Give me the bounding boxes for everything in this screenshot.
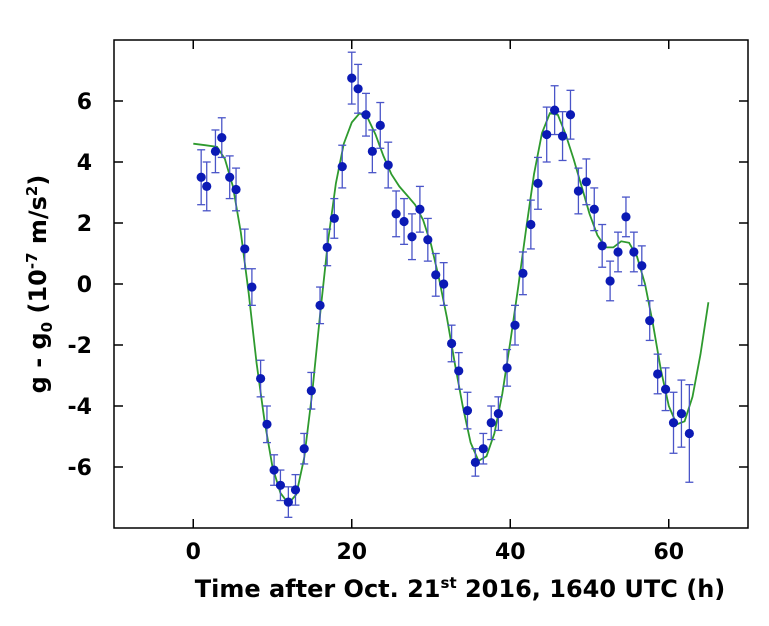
data-point (447, 338, 457, 349)
data-point (629, 247, 639, 257)
x-axis-title-main: Time after Oct. 21 (195, 575, 441, 603)
data-point (322, 242, 332, 252)
x-tick-label: 20 (336, 540, 367, 565)
data-point (581, 177, 591, 187)
data-point (375, 120, 385, 130)
data-point (454, 366, 464, 376)
tick-labels: 0 20 40 60 -6 -4 -2 0 2 4 6 (68, 90, 685, 565)
data-point (573, 186, 584, 196)
y-axis-title: g - g0 (10-7 m/s2) (23, 175, 56, 394)
data-point (423, 235, 433, 245)
data-point (196, 172, 206, 182)
data-point (407, 232, 417, 242)
data-point (275, 480, 286, 490)
data-point (542, 129, 552, 140)
data-point (391, 209, 401, 219)
y-axis-title-a: g - g (24, 332, 52, 393)
data-point (415, 204, 425, 214)
y-tick-label: 6 (77, 90, 92, 115)
data-point (367, 146, 377, 156)
data-point (637, 261, 647, 271)
data-point (660, 384, 671, 394)
data-point (533, 178, 543, 188)
data-point (510, 320, 520, 330)
y-tick-label: 2 (77, 212, 92, 237)
data-point (399, 216, 409, 227)
data-point (337, 161, 347, 172)
data-point (347, 73, 357, 83)
plot-frame (113, 39, 749, 529)
y-tick-label: -4 (68, 395, 92, 420)
y-axis-title-sup2: 2 (23, 186, 41, 196)
data-point (361, 110, 371, 120)
y-axis-title-sub: 0 (38, 322, 56, 332)
data-point (645, 316, 655, 326)
data-point (240, 244, 250, 254)
ticks (114, 40, 748, 528)
data-point (668, 418, 679, 428)
y-axis-title-sup1: -7 (23, 252, 41, 269)
data-point (676, 409, 687, 419)
x-tick-label: 0 (186, 540, 201, 565)
data-point (290, 485, 301, 495)
data-point (315, 300, 325, 310)
data-point (684, 428, 694, 439)
x-tick-label: 60 (653, 540, 684, 565)
data-point (486, 418, 496, 428)
data-point (589, 204, 599, 214)
data-point (210, 146, 221, 156)
y-tick-label: -6 (68, 456, 92, 481)
y-axis-title-c: m/s (24, 196, 52, 252)
fit-curve-layer (193, 112, 710, 506)
data-point (493, 409, 503, 419)
data-point (621, 212, 631, 222)
data-point (225, 172, 235, 182)
data-point (383, 160, 393, 170)
y-axis-title-d: ) (24, 175, 52, 186)
fit-curve (193, 112, 710, 506)
data-point (470, 457, 480, 468)
data-point (557, 131, 568, 141)
y-tick-label: -2 (68, 334, 92, 359)
x-axis-title-sup: st (441, 574, 457, 592)
data-point (217, 133, 227, 143)
data-point (439, 279, 449, 289)
x-tick-label: 40 (495, 540, 526, 565)
data-point (613, 247, 623, 257)
data-point (269, 465, 279, 475)
data-point (247, 282, 257, 292)
data-point (353, 84, 363, 94)
data-point (299, 444, 309, 454)
data-point (550, 105, 560, 115)
y-tick-label: 4 (77, 151, 92, 176)
y-axis-title-b: (10 (24, 269, 52, 322)
data-point (231, 184, 241, 195)
data-point (518, 268, 528, 278)
data-point (502, 363, 512, 373)
data-point (256, 373, 266, 384)
data-point (526, 219, 536, 230)
data-point (605, 276, 615, 286)
data-point (478, 444, 488, 454)
y-tick-label: 0 (77, 273, 92, 298)
x-axis-title: Time after Oct. 21st 2016, 1640 UTC (h) (195, 574, 726, 603)
data-point (306, 386, 316, 396)
data-point (462, 405, 473, 416)
data-point (329, 213, 339, 224)
data-point-layer (196, 73, 694, 507)
data-point (202, 181, 212, 191)
data-point (565, 110, 576, 120)
data-point (653, 369, 663, 379)
x-axis-title-rest: 2016, 1640 UTC (h) (457, 575, 726, 603)
data-point (431, 270, 441, 280)
data-point (283, 497, 293, 507)
data-point (597, 241, 607, 251)
data-point (262, 419, 272, 429)
